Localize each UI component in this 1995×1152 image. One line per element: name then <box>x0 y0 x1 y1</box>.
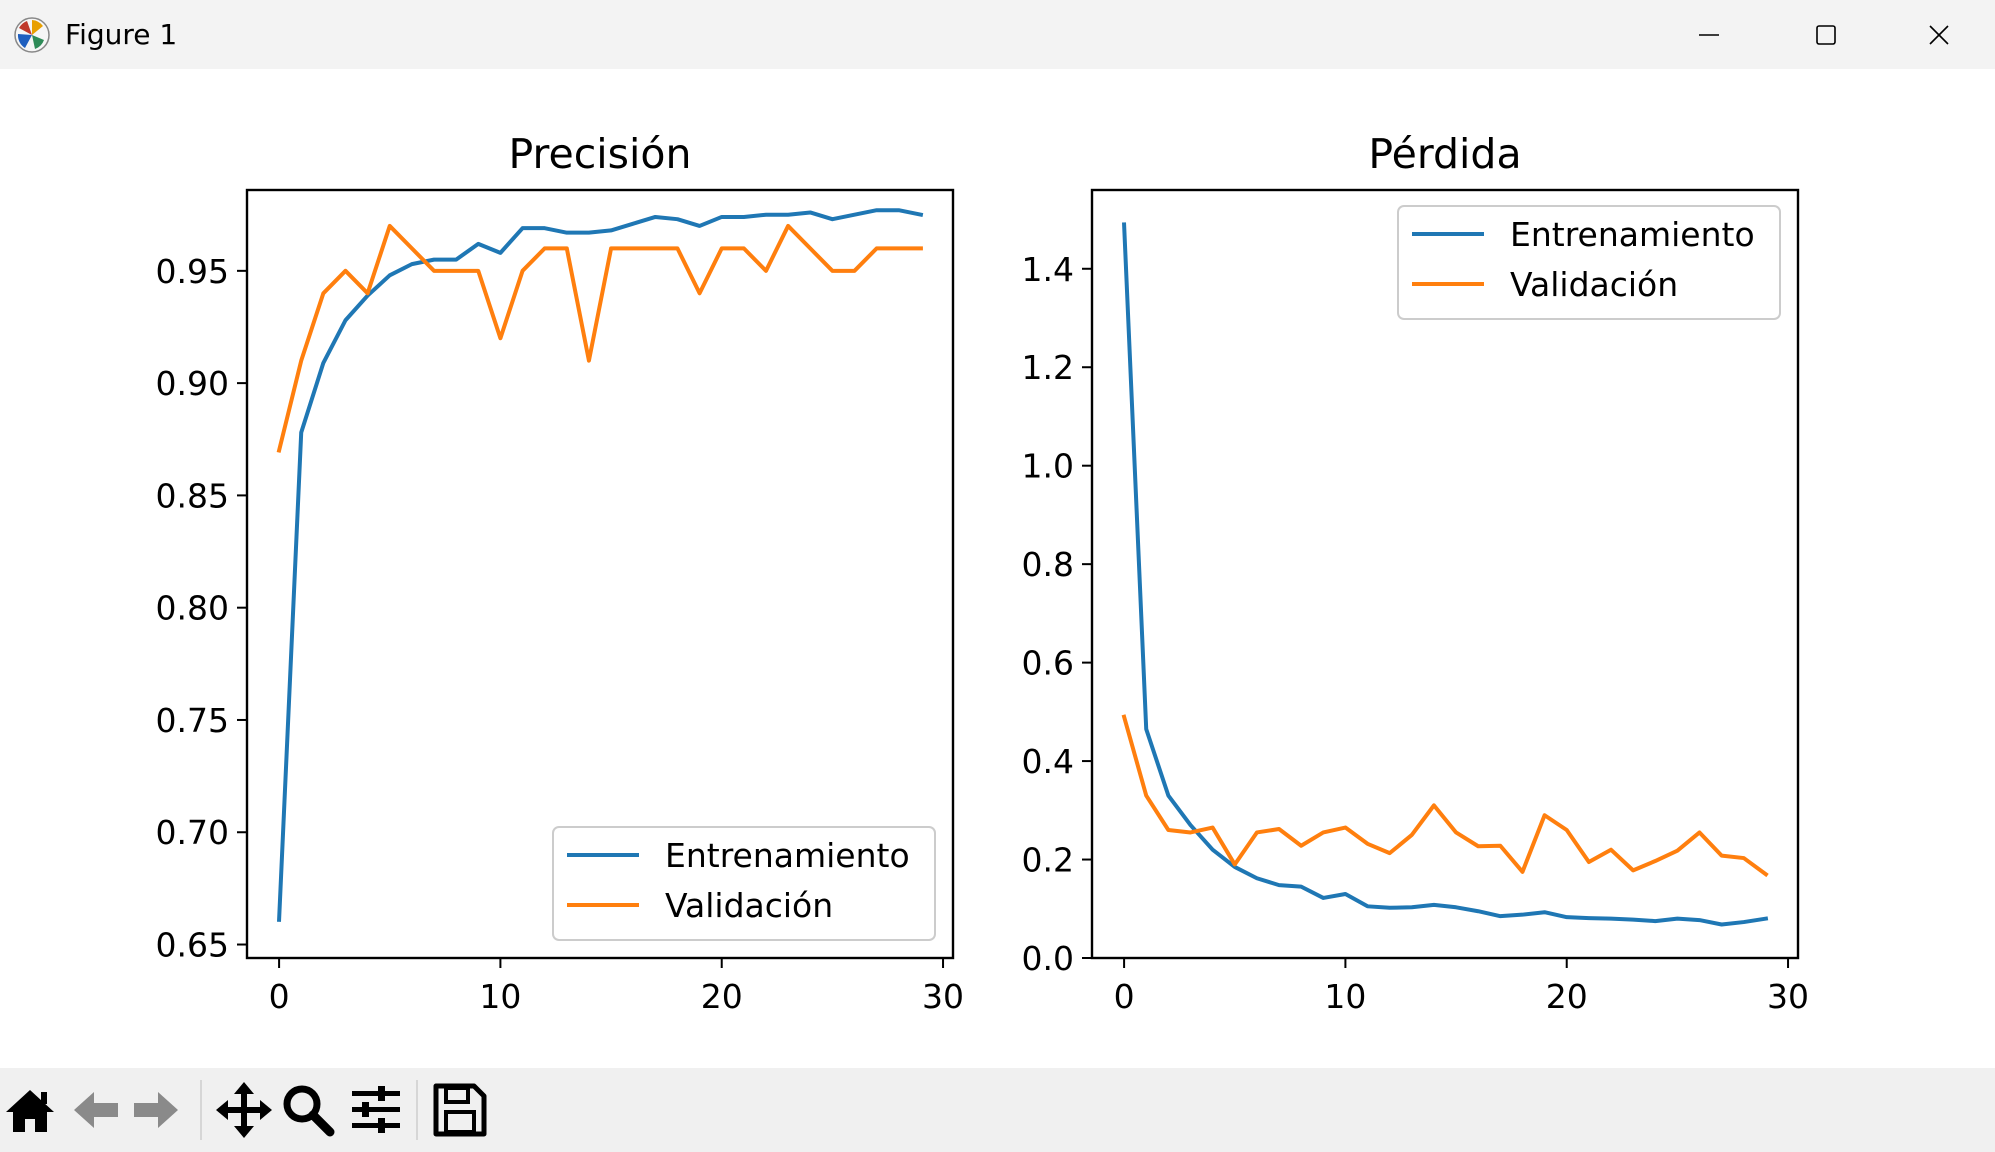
maximize-icon <box>1815 24 1836 45</box>
save-icon <box>433 1083 487 1137</box>
back-arrow-icon <box>74 1092 118 1128</box>
series-line-val <box>1121 714 1769 878</box>
y-tick-label: 0.2 <box>1022 841 1074 880</box>
y-tick-label: 0.8 <box>1022 545 1074 584</box>
x-tick-label: 10 <box>479 977 521 1016</box>
toolbar-separator <box>416 1080 418 1140</box>
y-tick-label: 0.85 <box>156 476 229 515</box>
close-button[interactable] <box>1880 0 1995 69</box>
x-tick-label: 0 <box>1114 977 1135 1016</box>
y-tick-label: 0.4 <box>1022 742 1074 781</box>
subplot-1: Precisión 0 10 20 30 0.65 0.70 0.75 0.80 0.85 0.90… <box>156 130 965 1016</box>
y-tick-label: 1.2 <box>1022 348 1074 387</box>
home-button[interactable] <box>0 1080 60 1140</box>
x-tick-label: 10 <box>1324 977 1366 1016</box>
series-line-val <box>276 223 923 453</box>
y-tick-label: 0.0 <box>1022 939 1074 978</box>
x-tick-label: 20 <box>701 977 743 1016</box>
navigation-toolbar <box>0 1068 1995 1152</box>
y-tick-label: 0.70 <box>156 813 229 852</box>
series-line-train <box>277 208 924 922</box>
maximize-button[interactable] <box>1767 0 1884 69</box>
title-bar[interactable]: Figure 1 <box>0 0 1995 69</box>
legend-label: Entrenamiento <box>665 836 910 875</box>
save-button[interactable] <box>430 1080 490 1140</box>
back-button[interactable] <box>66 1080 126 1140</box>
y-tick-label: 0.75 <box>156 701 229 740</box>
axes-frame <box>245 188 955 960</box>
pan-button[interactable] <box>214 1080 274 1140</box>
close-icon <box>1928 24 1949 45</box>
x-tick-label: 30 <box>922 977 964 1016</box>
home-icon <box>6 1090 54 1132</box>
minimize-icon <box>1698 33 1719 36</box>
legend-box <box>552 826 936 941</box>
subplot-title: Precisión <box>509 130 692 178</box>
subplots-icon <box>352 1086 400 1133</box>
y-tick-label: 0.80 <box>156 589 229 628</box>
y-tick-label: 0.6 <box>1022 644 1074 683</box>
axes-frame <box>1090 188 1800 960</box>
y-tick-label: 0.90 <box>156 364 229 403</box>
subplot-2: Pérdida 0 10 20 30 0.0 0.2 0.4 0.6 0.8 1.0 1.2 1.4 En… <box>1022 130 1810 1016</box>
legend-label: Validación <box>1510 265 1678 304</box>
minimize-button[interactable] <box>1650 0 1767 69</box>
x-tick-label: 0 <box>269 977 290 1016</box>
series-line-train <box>1122 222 1769 927</box>
toolbar-separator <box>200 1080 202 1140</box>
y-tick-label: 0.95 <box>156 252 229 291</box>
figure-canvas[interactable]: Precisión 0 10 20 30 0.65 0.70 0.75 0.80 0.85 0.90… <box>0 69 1995 1068</box>
legend: Entrenamiento Validación <box>552 826 936 941</box>
x-tick-label: 20 <box>1546 977 1588 1016</box>
pan-icon <box>216 1082 272 1138</box>
legend-label: Validación <box>665 886 833 925</box>
zoom-button[interactable] <box>278 1080 338 1140</box>
subplots-button[interactable] <box>346 1080 406 1140</box>
zoom-icon <box>283 1085 335 1137</box>
subplot-title: Pérdida <box>1368 130 1521 178</box>
window-title: Figure 1 <box>65 18 178 51</box>
legend-label: Entrenamiento <box>1510 215 1755 254</box>
y-tick-label: 1.4 <box>1022 250 1074 289</box>
legend: Entrenamiento Validación <box>1397 205 1781 320</box>
matplotlib-logo-icon <box>14 17 50 53</box>
forward-arrow-icon <box>134 1092 178 1128</box>
legend-box <box>1397 205 1781 320</box>
y-tick-label: 0.65 <box>156 926 229 965</box>
y-tick-label: 1.0 <box>1022 447 1074 486</box>
forward-button[interactable] <box>126 1080 186 1140</box>
x-tick-label: 30 <box>1767 977 1809 1016</box>
